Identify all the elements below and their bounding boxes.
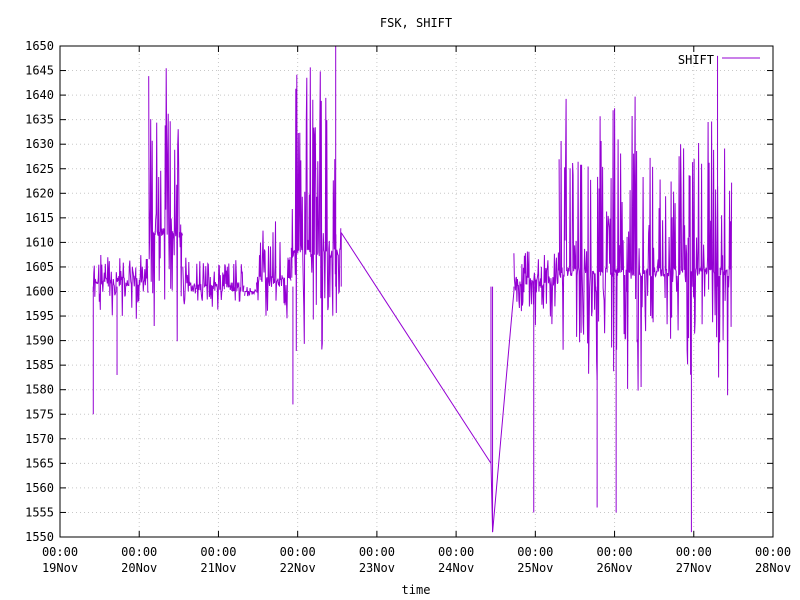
- series-segment: [558, 96, 733, 396]
- y-tick-label: 1590: [25, 334, 54, 348]
- x-tick-date: 28Nov: [755, 561, 791, 575]
- y-tick-label: 1610: [25, 235, 54, 249]
- series-gap-line: [340, 232, 515, 533]
- y-tick-label: 1635: [25, 113, 54, 127]
- x-tick-date: 22Nov: [280, 561, 316, 575]
- x-tick-time: 00:00: [755, 545, 791, 559]
- x-tick-time: 00:00: [121, 545, 157, 559]
- y-tick-label: 1615: [25, 211, 54, 225]
- y-tick-label: 1600: [25, 285, 54, 299]
- x-axis-label: time: [402, 583, 431, 597]
- x-tick-date: 23Nov: [359, 561, 395, 575]
- y-tick-label: 1570: [25, 432, 54, 446]
- series-segment: [513, 251, 560, 326]
- y-tick-label: 1630: [25, 137, 54, 151]
- y-tick-label: 1575: [25, 407, 54, 421]
- series-segment: [290, 67, 342, 352]
- series-segment: [182, 257, 245, 310]
- x-tick-time: 00:00: [200, 545, 236, 559]
- y-tick-label: 1585: [25, 358, 54, 372]
- x-tick-date: 25Nov: [517, 561, 553, 575]
- series-segment: [244, 287, 257, 297]
- y-tick-label: 1645: [25, 64, 54, 78]
- x-tick-date: 19Nov: [42, 561, 78, 575]
- grid: [60, 46, 773, 537]
- y-tick-label: 1625: [25, 162, 54, 176]
- x-tick-time: 00:00: [280, 545, 316, 559]
- chart-title: FSK, SHIFT: [380, 16, 452, 30]
- y-tick-label: 1595: [25, 309, 54, 323]
- y-tick-label: 1560: [25, 481, 54, 495]
- x-tick-time: 00:00: [359, 545, 395, 559]
- x-tick-time: 00:00: [596, 545, 632, 559]
- x-tick-date: 21Nov: [200, 561, 236, 575]
- axis-ticks: 1550 1555 1560 1565 1570 1575 1580 1585 1590 1595…: [25, 39, 791, 575]
- y-tick-label: 1580: [25, 383, 54, 397]
- series-segment: [92, 254, 149, 319]
- y-tick-label: 1640: [25, 88, 54, 102]
- legend-label-shift: SHIFT: [678, 53, 714, 67]
- x-tick-time: 00:00: [676, 545, 712, 559]
- x-tick-time: 00:00: [438, 545, 474, 559]
- series-segment: [256, 221, 292, 319]
- legend: SHIFT: [678, 53, 760, 67]
- y-tick-label: 1555: [25, 505, 54, 519]
- series-segment: [148, 68, 184, 342]
- x-tick-date: 20Nov: [121, 561, 157, 575]
- y-tick-label: 1605: [25, 260, 54, 274]
- x-tick-date: 26Nov: [596, 561, 632, 575]
- x-tick-date: 24Nov: [438, 561, 474, 575]
- x-tick-time: 00:00: [517, 545, 553, 559]
- y-tick-label: 1650: [25, 39, 54, 53]
- y-tick-label: 1550: [25, 530, 54, 544]
- y-tick-label: 1620: [25, 186, 54, 200]
- x-tick-time: 00:00: [42, 545, 78, 559]
- series-shift: [92, 46, 733, 533]
- y-tick-label: 1565: [25, 456, 54, 470]
- x-tick-date: 27Nov: [676, 561, 712, 575]
